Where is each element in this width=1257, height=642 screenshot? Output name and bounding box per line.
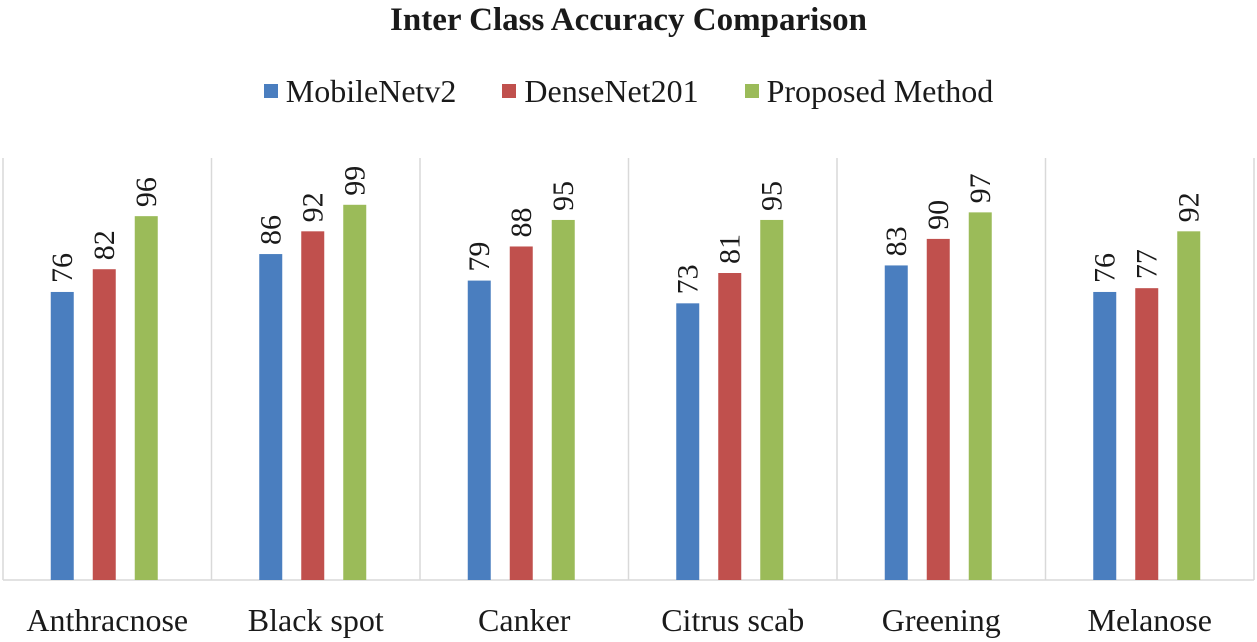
legend-item-densenet201: DenseNet201 — [502, 72, 699, 110]
bar-densenet201-citrus-scab — [718, 273, 742, 580]
bar-proposed-method-anthracnose — [134, 216, 158, 580]
data-label-proposed-method-melanose: 92 — [1173, 192, 1206, 222]
bar-proposed-method-black-spot — [343, 204, 367, 581]
x-tick-label-citrus-scab: Citrus scab — [661, 602, 804, 638]
data-label-densenet201-citrus-scab: 81 — [714, 234, 747, 264]
x-tick-label-canker: Canker — [478, 602, 571, 638]
data-label-densenet201-melanose: 77 — [1131, 249, 1164, 279]
data-label-proposed-method-greening: 97 — [964, 173, 997, 203]
legend-swatch-mobilenetv2 — [263, 84, 278, 98]
bar-mobilenetv2-black-spot — [259, 254, 283, 580]
bar-mobilenetv2-citrus-scab — [676, 303, 700, 580]
data-label-mobilenetv2-black-spot: 86 — [255, 215, 288, 245]
legend-label-densenet201: DenseNet201 — [524, 73, 699, 109]
legend-swatch-proposed-method — [744, 84, 759, 98]
bar-mobilenetv2-greening — [884, 265, 908, 580]
x-tick-label-anthracnose: Anthracnose — [26, 602, 188, 638]
bar-mobilenetv2-canker — [467, 280, 491, 580]
data-label-mobilenetv2-greening: 83 — [880, 226, 913, 256]
data-label-proposed-method-citrus-scab: 95 — [756, 181, 789, 211]
bar-densenet201-canker — [509, 246, 533, 581]
data-label-mobilenetv2-citrus-scab: 73 — [672, 264, 705, 294]
legend-swatch-densenet201 — [502, 84, 517, 98]
bar-mobilenetv2-melanose — [1093, 291, 1117, 580]
data-label-mobilenetv2-melanose: 76 — [1089, 253, 1122, 283]
bar-proposed-method-canker — [551, 219, 575, 580]
bar-proposed-method-greening — [968, 212, 992, 580]
data-label-densenet201-canker: 88 — [505, 207, 538, 237]
data-label-proposed-method-canker: 95 — [547, 181, 580, 211]
x-tick-label-black-spot: Black spot — [248, 602, 384, 638]
legend-label-proposed-method: Proposed Method — [766, 73, 994, 109]
bar-densenet201-black-spot — [301, 231, 325, 580]
data-label-proposed-method-anthracnose: 96 — [130, 177, 163, 207]
bar-densenet201-melanose — [1135, 288, 1159, 580]
bar-densenet201-greening — [926, 238, 950, 580]
data-label-proposed-method-black-spot: 99 — [339, 166, 372, 196]
bar-mobilenetv2-anthracnose — [50, 291, 74, 580]
bar-proposed-method-melanose — [1177, 231, 1201, 580]
data-label-mobilenetv2-canker: 79 — [463, 242, 496, 272]
bar-densenet201-anthracnose — [92, 269, 116, 580]
data-label-densenet201-black-spot: 92 — [297, 192, 330, 222]
legend-label-mobilenetv2: MobileNetv2 — [285, 73, 457, 109]
data-label-densenet201-greening: 90 — [922, 200, 955, 230]
x-tick-label-melanose: Melanose — [1088, 602, 1212, 638]
legend-item-mobilenetv2: MobileNetv2 — [263, 72, 457, 110]
bar-proposed-method-citrus-scab — [760, 219, 784, 580]
data-label-densenet201-anthracnose: 82 — [88, 230, 121, 260]
x-tick-label-greening: Greening — [882, 602, 1001, 638]
legend: MobileNetv2 DenseNet201 Proposed Method — [0, 72, 1257, 110]
chart-title: Inter Class Accuracy Comparison — [390, 2, 867, 38]
legend-item-proposed-method: Proposed Method — [744, 72, 994, 110]
data-label-mobilenetv2-anthracnose: 76 — [46, 253, 79, 283]
